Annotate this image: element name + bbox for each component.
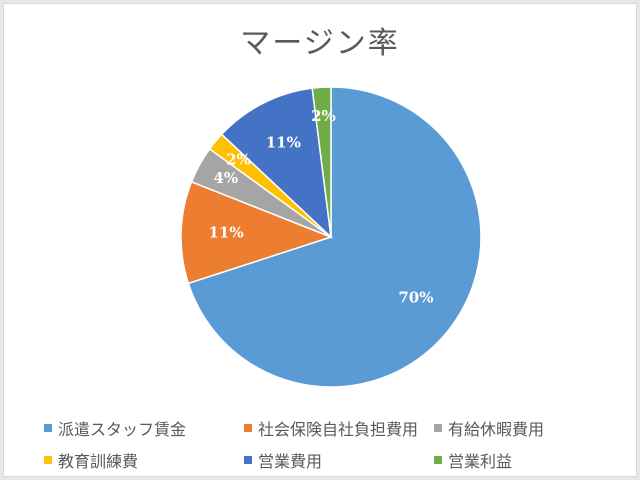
legend-item-operating-profit: 営業利益 xyxy=(434,448,512,472)
data-label: 2% xyxy=(226,151,251,169)
legend-item-dispatch-staff-wages: 派遣スタッフ賃金 xyxy=(44,416,186,440)
pie-slice xyxy=(187,86,482,388)
data-label: 70% xyxy=(398,289,433,307)
legend-item-sales-expenses: 営業費用 xyxy=(244,448,322,472)
legend: 派遣スタッフ賃金 社会保険自社負担費用 有給休暇費用 教育訓練費 営業費用 営業… xyxy=(44,406,624,476)
legend-swatch xyxy=(244,424,252,432)
legend-swatch xyxy=(44,456,52,464)
pie-slice xyxy=(180,180,334,285)
legend-swatch xyxy=(44,424,52,432)
chart-area: マージン率 70% 11% 4% 2% 11% 2% 派遣スタッフ賃金 社会保険自社負担費… xyxy=(3,3,637,477)
data-label: 4% xyxy=(213,169,238,187)
legend-label: 営業利益 xyxy=(448,452,513,471)
pie-slice xyxy=(311,86,332,238)
legend-label: 営業費用 xyxy=(258,452,323,471)
legend-item-social-insurance: 社会保険自社負担費用 xyxy=(244,416,418,440)
legend-label: 社会保険自社負担費用 xyxy=(258,420,419,439)
data-label: 11% xyxy=(208,224,243,242)
pie-slice xyxy=(220,87,333,239)
legend-swatch xyxy=(434,456,442,464)
pie-chart: 70%11%4%2%11%2% xyxy=(180,86,482,388)
legend-item-paid-leave: 有給休暇費用 xyxy=(434,416,544,440)
legend-swatch xyxy=(244,456,252,464)
legend-label: 教育訓練費 xyxy=(58,452,139,471)
legend-item-training: 教育訓練費 xyxy=(44,448,138,472)
legend-label: 派遣スタッフ賃金 xyxy=(58,420,187,439)
legend-label: 有給休暇費用 xyxy=(448,420,545,439)
chart-title: マージン率 xyxy=(240,26,400,61)
data-label: 11% xyxy=(266,133,301,151)
legend-swatch xyxy=(434,424,442,432)
data-label: 2% xyxy=(311,107,336,125)
